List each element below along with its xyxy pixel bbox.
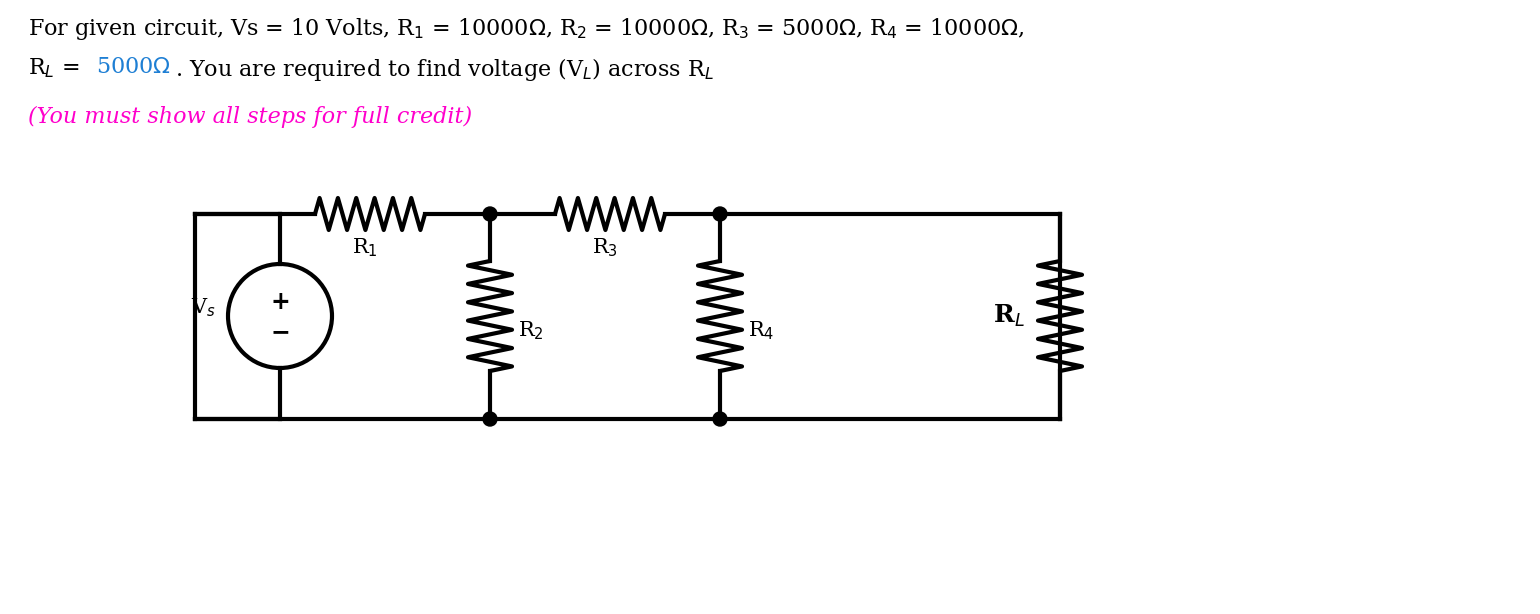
Text: −: − [270, 320, 290, 344]
Text: R$_4$: R$_4$ [748, 320, 775, 342]
Text: +: + [270, 290, 290, 314]
Text: 5000$\Omega$: 5000$\Omega$ [95, 56, 171, 78]
Circle shape [713, 412, 727, 426]
Text: R$_1$: R$_1$ [353, 236, 377, 258]
Text: . You are required to find voltage (V$_L$) across R$_L$: . You are required to find voltage (V$_L… [176, 56, 715, 83]
Circle shape [484, 207, 497, 221]
Text: R$_3$: R$_3$ [591, 236, 618, 258]
Text: V$_s$: V$_s$ [191, 297, 216, 319]
Text: (You must show all steps for full credit): (You must show all steps for full credit… [28, 106, 473, 128]
Text: R$_L$: R$_L$ [993, 303, 1026, 329]
Circle shape [713, 207, 727, 221]
Text: R$_2$: R$_2$ [517, 320, 544, 342]
Text: R$_L$ =: R$_L$ = [28, 56, 82, 80]
Circle shape [484, 412, 497, 426]
Text: For given circuit, Vs = 10 Volts, R$_1$ = 10000$\Omega$, R$_2$ = 10000$\Omega$, : For given circuit, Vs = 10 Volts, R$_1$ … [28, 16, 1024, 42]
